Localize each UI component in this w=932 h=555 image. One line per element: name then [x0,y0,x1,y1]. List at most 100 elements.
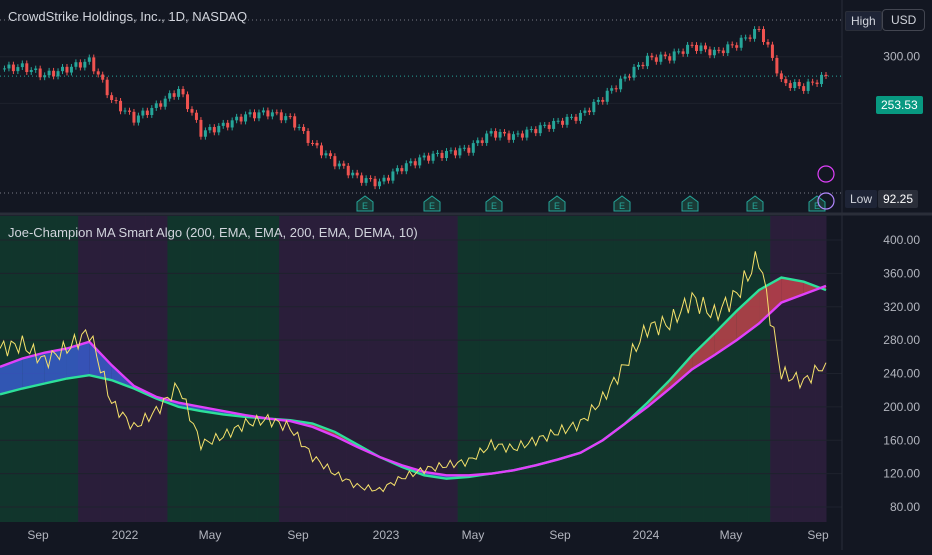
candle-body [61,66,65,72]
candle-body [775,57,779,74]
candle-body [279,112,283,121]
candle-body [601,99,605,102]
candle-body [529,129,533,131]
candle-body [96,71,100,75]
candle-body [610,88,614,91]
candle-body [230,120,234,128]
candle-body [337,163,341,167]
candle-body [311,142,315,144]
candle-body [266,110,270,117]
earnings-label: E [687,201,693,211]
candle-body [592,101,596,113]
chart-title: CrowdStrike Holdings, Inc., 1D, NASDAQ [8,9,248,24]
candle-body [721,50,725,54]
regime-zone [413,216,436,522]
candle-body [440,152,444,159]
regime-zone [212,216,235,522]
candle-body [802,86,806,91]
candle-body [636,64,640,67]
candle-body [753,29,757,39]
candle-body [119,100,123,112]
x-tick-label: May [462,528,485,542]
bottom-y-tick-label: 120.00 [883,467,920,481]
candle-body [29,69,33,73]
candle-body [534,129,538,134]
candle-body [141,110,145,116]
x-tick-label: May [720,528,743,542]
candle-body [565,116,569,125]
candle-body [641,64,645,67]
candle-body [297,126,301,128]
candle-body [83,61,87,68]
candle-body [43,75,47,78]
regime-zone [636,216,660,522]
candle-body [212,127,216,133]
candle-body [672,51,676,61]
candle-body [409,161,413,164]
candle-body [25,63,29,73]
earnings-label: E [491,201,497,211]
candle-body [101,74,105,80]
candle-body [404,163,408,172]
earnings-icon [548,195,566,212]
ma-fill-segment [669,355,693,389]
earnings-marker: E [613,195,631,212]
bottom-y-tick-label: 400.00 [883,233,920,247]
candle-body [257,112,261,119]
x-tick-label: Sep [27,528,49,542]
candle-body [136,115,140,123]
candle-body [681,51,685,54]
ma-fill-segment [66,341,90,379]
currency-button[interactable]: USD [882,9,926,31]
candle-body [11,64,15,72]
candle-body [427,155,431,161]
candle-body [471,143,475,153]
candle-body [34,68,38,70]
x-tick-label: May [199,528,222,542]
earnings-label: E [362,201,368,211]
candle-body [436,152,440,154]
regime-zone [524,216,548,522]
regime-zone [390,216,414,522]
candle-body [105,79,109,96]
regime-zone [814,216,827,522]
candle-body [726,44,730,54]
candle-body [744,37,748,39]
candle-body [168,93,172,99]
candle-body [699,45,703,51]
candle-body [739,37,743,48]
candle-body [284,116,288,121]
candle-body [489,131,493,134]
earnings-label: E [554,201,560,211]
earnings-icon [423,195,441,212]
candle-body [302,126,306,132]
x-tick-label: Sep [287,528,309,542]
slow-ma-line [0,276,827,480]
x-tick-label: 2022 [112,528,139,542]
x-tick-label: Sep [807,528,829,542]
candle-body [561,120,565,125]
candle-body [7,64,11,69]
candle-body [69,66,73,73]
regime-zone [323,216,347,522]
bottom-y-tick-label: 200.00 [883,400,920,414]
candle-body [712,49,716,56]
regime-zone [167,216,191,522]
candle-body [503,131,507,134]
candle-body [248,112,252,115]
candle-body [239,116,243,122]
bottom-y-tick-label: 280.00 [883,333,920,347]
candle-body [820,74,824,85]
candle-body [650,55,654,58]
candle-body [391,171,395,181]
candle-body [717,49,721,51]
bottom-y-tick-label: 80.00 [890,500,920,514]
x-tick-label: 2023 [373,528,400,542]
earnings-marker: E [356,195,374,212]
candle-body [78,62,82,68]
ma-fill-segment [22,352,45,389]
candle-body [342,163,346,166]
low-value: 92.25 [878,190,919,208]
